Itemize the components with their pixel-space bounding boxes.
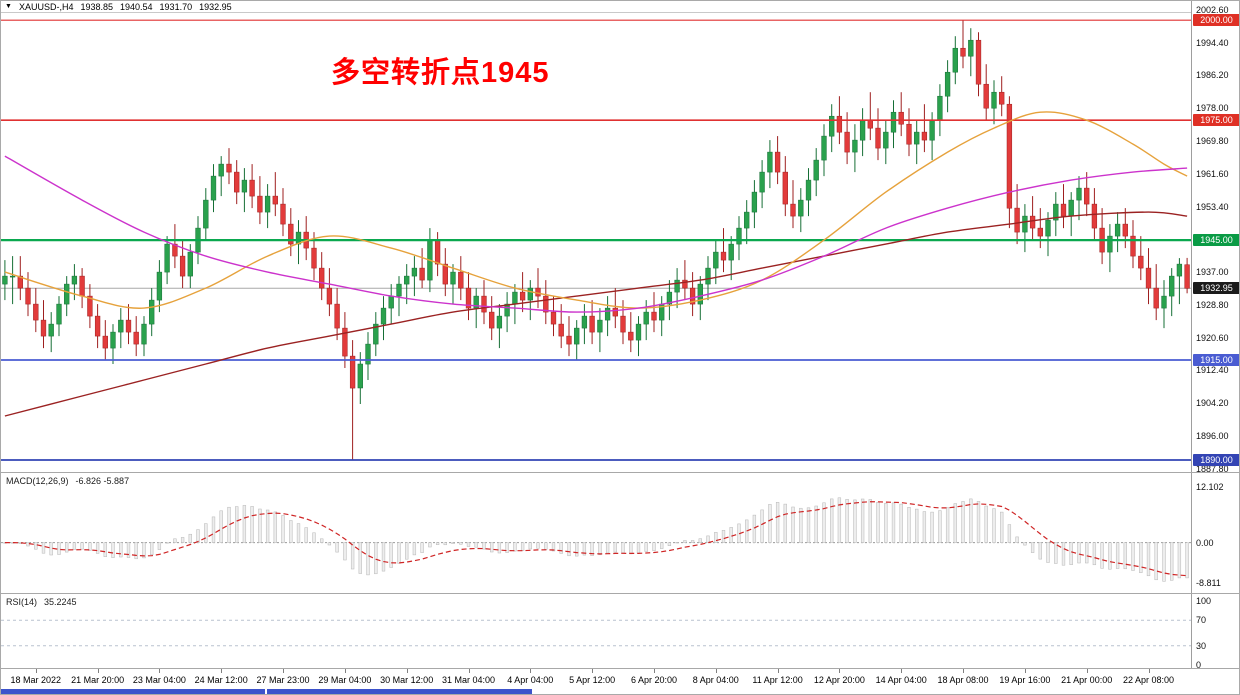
- current-price-badge: 1932.95: [1193, 282, 1239, 295]
- panel-resize-handle[interactable]: [1, 593, 1239, 594]
- price-tick-label: 1928.80: [1196, 299, 1229, 310]
- time-tick-label: 11 Apr 12:00: [752, 675, 803, 685]
- price-axis[interactable]: 2002.60 1994.40 1986.20 1978.00 1969.80 1961.…: [1191, 1, 1239, 670]
- macd-indicator-canvas[interactable]: [1, 473, 1191, 593]
- price-tick-label: 1986.20: [1196, 70, 1229, 81]
- time-tick: [1086, 669, 1088, 673]
- macd-axis-label: 0.00: [1196, 537, 1214, 548]
- time-tick-label: 18 Apr 08:00: [937, 675, 989, 685]
- time-tick-label: 23 Mar 04:00: [132, 675, 186, 685]
- minimized-window-bar-1[interactable]: [1, 689, 265, 694]
- price-tick-label: 1887.80: [1196, 463, 1229, 474]
- price-tick-label: 1961.60: [1196, 168, 1229, 179]
- time-tick-label: 27 Mar 23:00: [256, 675, 310, 685]
- time-tick: [901, 669, 903, 673]
- macd-axis-label: -8.811: [1196, 578, 1221, 588]
- time-tick-label: 12 Apr 20:00: [813, 675, 865, 685]
- price-tick-label: 1978.00: [1196, 103, 1229, 114]
- time-tick: [839, 669, 841, 673]
- time-tick: [592, 669, 594, 673]
- time-tick-label: 18 Mar 2022: [10, 675, 62, 685]
- time-tick-label: 30 Mar 12:00: [380, 675, 434, 685]
- ohlc-open: 1938.85: [80, 1, 113, 12]
- price-tick-label: 1912.40: [1196, 365, 1229, 376]
- time-tick-label: 21 Apr 00:00: [1061, 675, 1113, 685]
- time-tick-label: 19 Apr 16:00: [999, 675, 1051, 685]
- price-tick-label: 1937.00: [1196, 267, 1229, 278]
- panel-resize-handle[interactable]: [1, 472, 1239, 473]
- rsi-indicator-canvas[interactable]: [1, 594, 1191, 668]
- price-tick-label: 1920.60: [1196, 332, 1229, 343]
- symbol-period: XAUUSD-,H4: [18, 1, 74, 12]
- time-tick-label: 14 Apr 04:00: [875, 675, 927, 685]
- time-tick: [159, 669, 161, 673]
- symbol-marker-icon: ▼: [5, 3, 12, 10]
- price-level-badge: 1915.00: [1193, 354, 1239, 366]
- rsi-indicator-header: RSI(14) 35.2245: [6, 597, 77, 607]
- chart-legend: ▼ XAUUSD-,H4 1938.85 1940.54 1931.70 193…: [1, 1, 1191, 13]
- macd-indicator-header: MACD(12,26,9) -6.826 -5.887: [6, 476, 129, 486]
- time-tick-label: 22 Apr 08:00: [1122, 675, 1175, 685]
- ohlc-low: 1931.70: [159, 1, 193, 12]
- rsi-axis-label: 70: [1196, 615, 1207, 626]
- rsi-axis-label: 0: [1196, 660, 1202, 670]
- time-tick: [221, 669, 223, 673]
- time-tick: [468, 669, 470, 673]
- main-chart-canvas[interactable]: [1, 13, 1191, 472]
- time-tick: [1024, 669, 1026, 673]
- time-tick: [715, 669, 717, 673]
- price-level-badge: 2000.00: [1193, 14, 1239, 27]
- time-tick-label: 31 Mar 04:00: [441, 675, 496, 685]
- price-tick-label: 1904.20: [1196, 398, 1229, 409]
- price-tick-label: 2002.60: [1196, 4, 1229, 15]
- macd-label: MACD(12,26,9): [6, 476, 69, 486]
- time-tick: [406, 669, 408, 673]
- time-tick-label: 6 Apr 20:00: [630, 675, 678, 685]
- price-tick-label: 1953.40: [1196, 201, 1229, 212]
- time-tick-label: 29 Mar 04:00: [318, 675, 372, 685]
- ohlc-close: 1932.95: [199, 1, 232, 12]
- price-tick-label: 1969.80: [1196, 135, 1229, 146]
- price-level-badge: 1890.00: [1193, 454, 1239, 466]
- rsi-value: 35.2245: [44, 597, 77, 607]
- time-tick-label: 21 Mar 20:00: [71, 675, 125, 685]
- price-level-badge: 1945.00: [1193, 234, 1239, 247]
- time-tick-label: 4 Apr 04:00: [507, 675, 554, 685]
- time-tick: [97, 669, 99, 673]
- time-tick: [35, 669, 37, 673]
- time-tick: [1148, 669, 1150, 673]
- time-tick: [283, 669, 284, 673]
- macd-values: -6.826 -5.887: [75, 476, 130, 486]
- time-tick: [963, 669, 964, 673]
- rsi-axis-label: 100: [1196, 596, 1212, 606]
- ohlc-high: 1940.54: [120, 1, 153, 12]
- minimized-window-bar-2[interactable]: [267, 689, 532, 694]
- time-tick: [654, 669, 655, 673]
- time-tick: [530, 669, 532, 673]
- time-tick: [344, 669, 346, 673]
- chart-annotation-text[interactable]: 多空转折点1945: [331, 57, 550, 89]
- time-tick-label: 8 Apr 04:00: [692, 675, 739, 685]
- time-tick-label: 24 Mar 12:00: [194, 675, 248, 685]
- panel-resize-handle[interactable]: [1, 668, 1239, 669]
- rsi-label: RSI(14): [6, 597, 38, 607]
- price-tick-label: 1994.40: [1196, 37, 1229, 48]
- time-tick-label: 5 Apr 12:00: [569, 675, 616, 685]
- macd-axis-label: 12.102: [1196, 482, 1224, 493]
- time-tick: [777, 669, 779, 673]
- price-level-badge: 1975.00: [1193, 114, 1239, 127]
- time-axis[interactable]: 18 Mar 2022 21 Mar 20:00 23 Mar 04:00 24 Ma…: [1, 669, 1191, 689]
- price-tick-label: 1896.00: [1196, 431, 1229, 441]
- rsi-axis-label: 30: [1196, 640, 1207, 651]
